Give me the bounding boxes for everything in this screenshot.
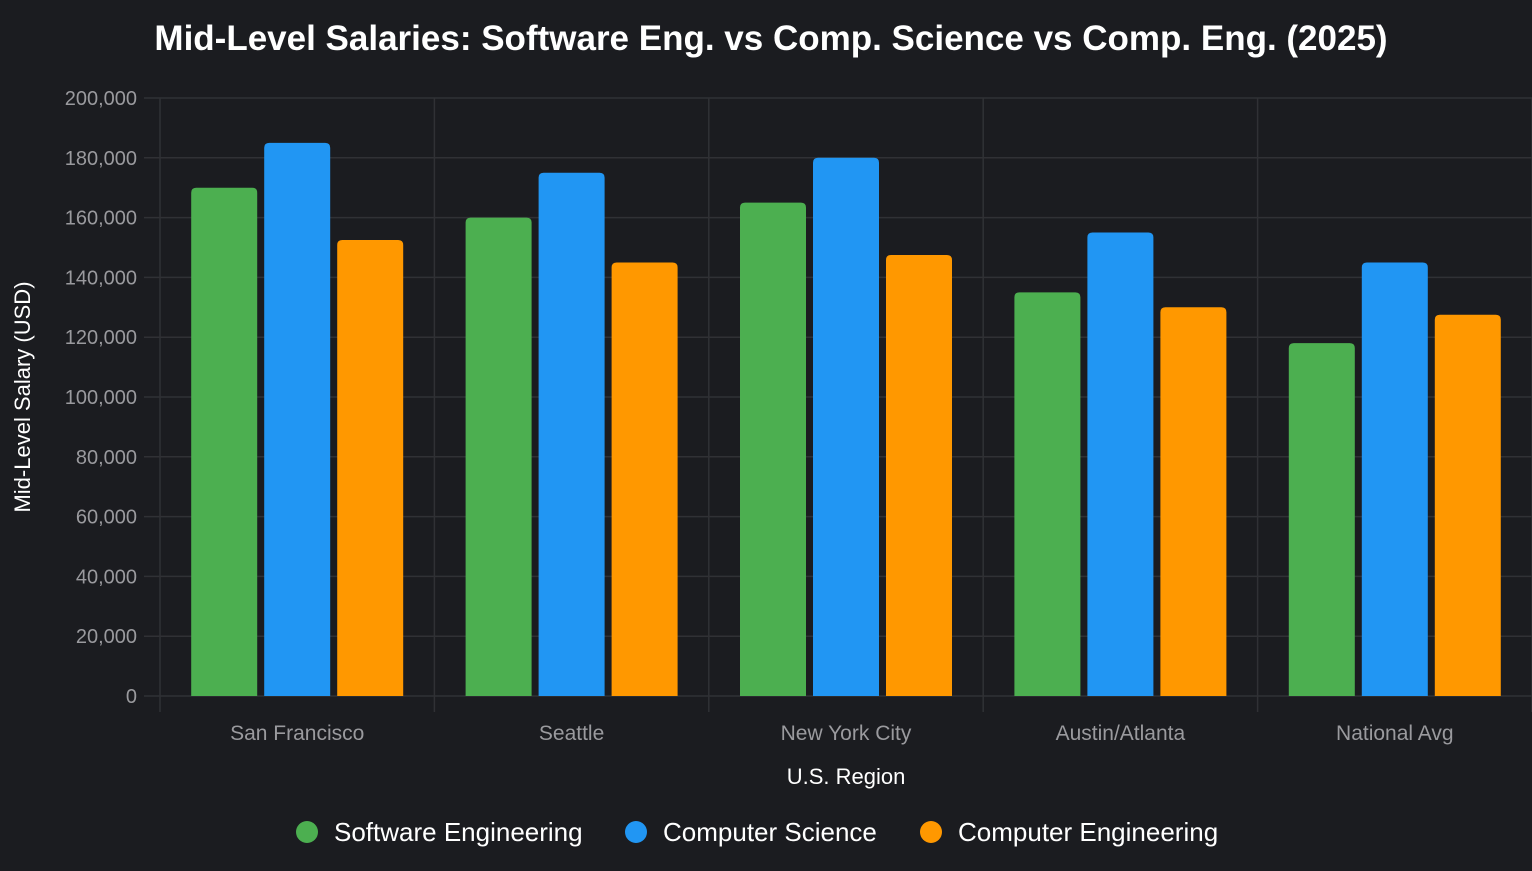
y-tick-label: 140,000 xyxy=(65,267,137,289)
bars xyxy=(191,142,1501,697)
y-tick-label: 80,000 xyxy=(76,447,137,469)
y-tick-label: 0 xyxy=(126,686,137,708)
bar-computer-science xyxy=(538,172,605,696)
bar-computer-science xyxy=(1361,262,1428,696)
x-axis: San Francisco Seattle New York City Austin/… xyxy=(230,722,1453,745)
x-tick-label: San Francisco xyxy=(230,722,364,745)
y-tick-label: 180,000 xyxy=(65,148,137,170)
y-tick-label: 60,000 xyxy=(76,507,137,529)
legend-label: Software Engineering xyxy=(334,817,583,847)
bar-computer-engineering xyxy=(1434,314,1501,696)
x-tick-label: Austin/Atlanta xyxy=(1056,722,1186,745)
x-tick-label: Seattle xyxy=(539,722,604,745)
bar-software-engineering xyxy=(1014,292,1081,696)
y-tick-label: 40,000 xyxy=(76,566,137,588)
bar-computer-science xyxy=(264,142,331,697)
x-axis-label: U.S. Region xyxy=(787,764,906,789)
chart-title: Mid-Level Salaries: Software Eng. vs Com… xyxy=(154,19,1387,58)
legend-marker xyxy=(625,821,647,843)
bar-computer-science xyxy=(1087,232,1154,697)
y-tick-label: 200,000 xyxy=(65,88,137,110)
y-tick-label: 20,000 xyxy=(76,626,137,648)
y-tick-label: 120,000 xyxy=(65,327,137,349)
bar-computer-engineering xyxy=(611,262,678,696)
y-axis-label: Mid-Level Salary (USD) xyxy=(10,281,35,512)
bar-computer-engineering xyxy=(1160,307,1227,696)
bar-software-engineering xyxy=(1288,343,1355,696)
y-tick-label: 100,000 xyxy=(65,387,137,409)
y-tick-label: 160,000 xyxy=(65,208,137,230)
bar-computer-engineering xyxy=(337,240,404,696)
bar-computer-engineering xyxy=(886,254,952,696)
legend: Software Engineering Computer Science Comp… xyxy=(296,817,1218,847)
legend-label: Computer Engineering xyxy=(958,817,1218,847)
legend-marker xyxy=(296,821,318,843)
bar-software-engineering xyxy=(740,202,806,696)
legend-marker xyxy=(920,821,942,843)
bar-software-engineering xyxy=(191,187,258,696)
x-tick-label: National Avg xyxy=(1336,722,1454,745)
y-axis: 0 20,000 40,000 60,000 80,000 100,000 120,000 1… xyxy=(65,88,137,708)
bar-computer-science xyxy=(813,157,879,697)
x-tick-label: New York City xyxy=(781,722,912,745)
legend-label: Computer Science xyxy=(663,817,877,847)
bar-software-engineering xyxy=(465,217,532,696)
